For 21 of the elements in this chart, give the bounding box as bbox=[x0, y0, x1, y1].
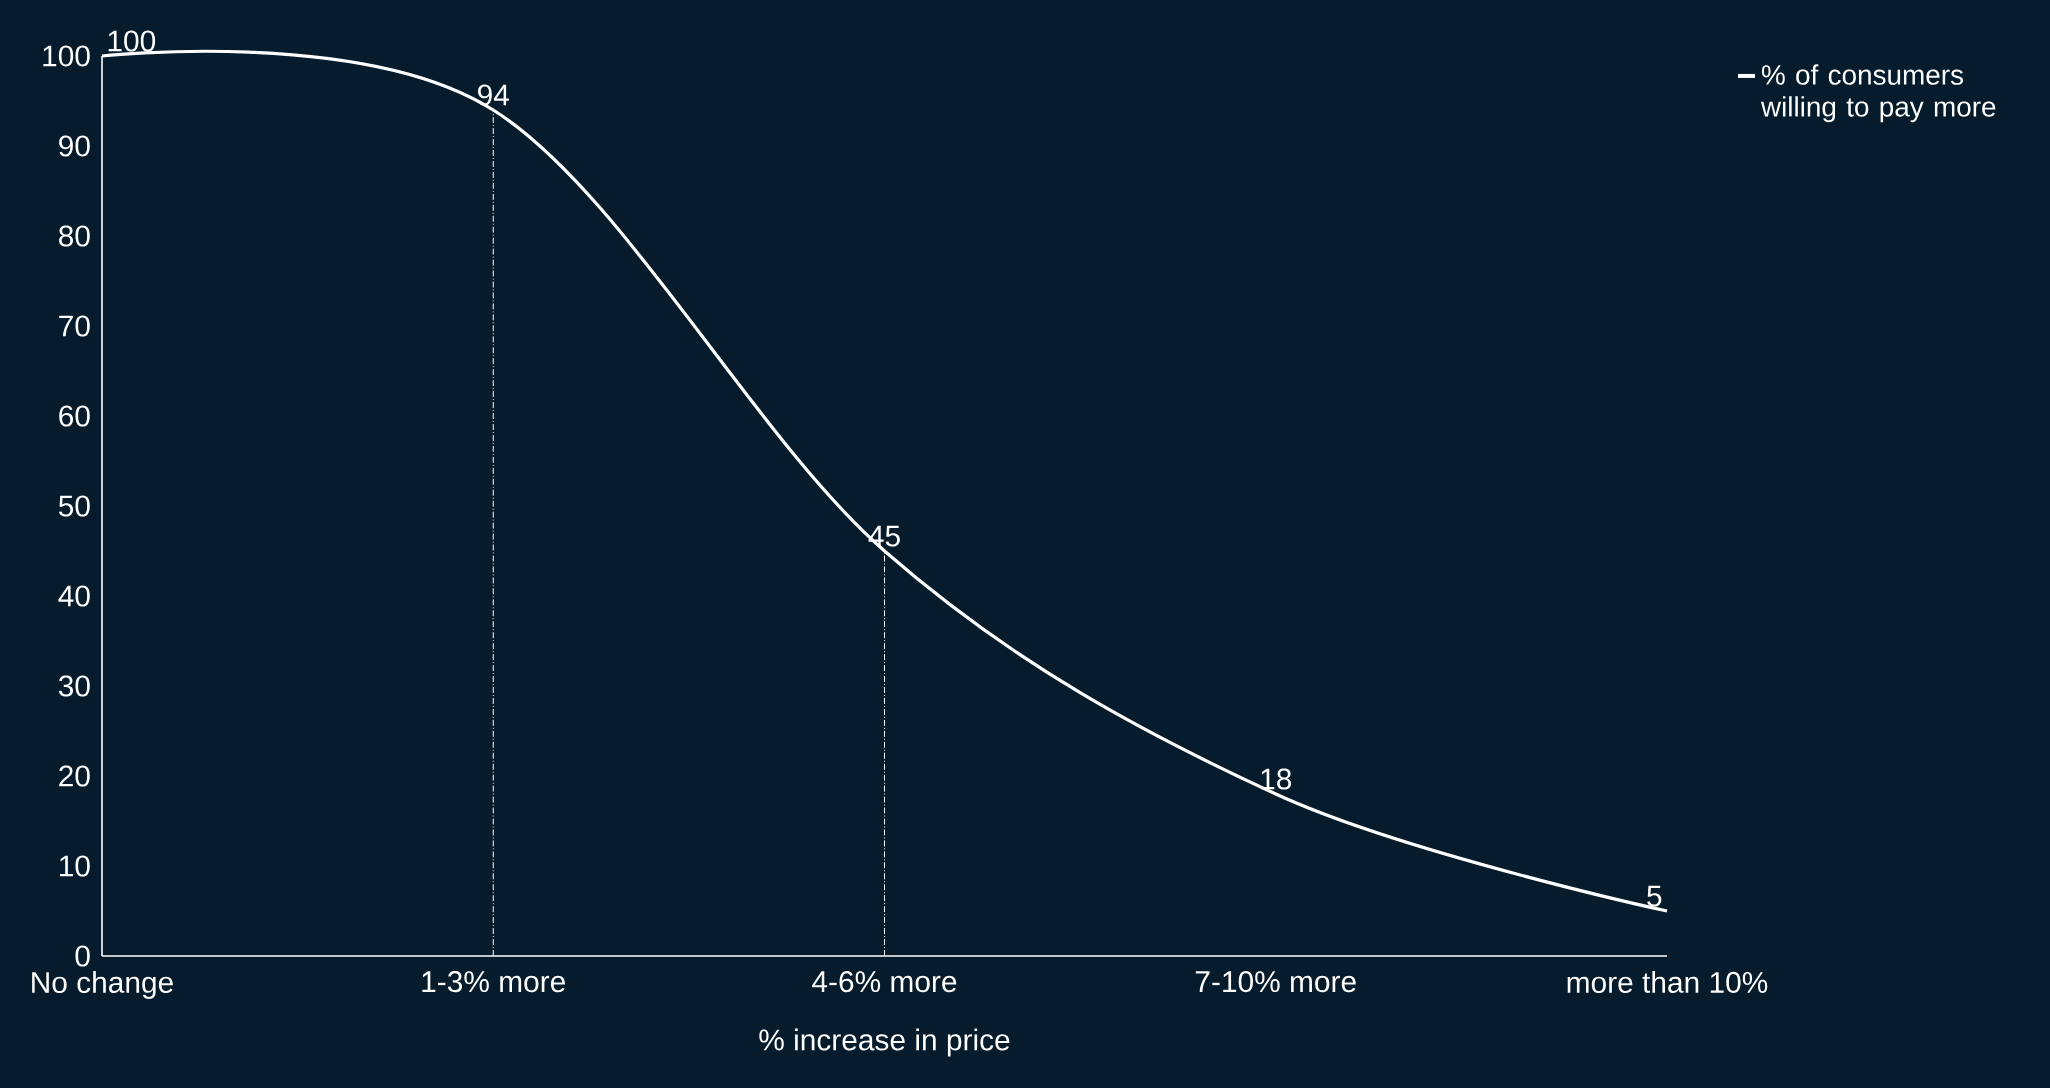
y-tick-label: 0 bbox=[75, 945, 90, 967]
legend-label: % of consumers willing to pay more bbox=[1760, 64, 1996, 123]
x-tick-label: 4-6% more bbox=[812, 971, 957, 993]
data-label: 5 bbox=[1647, 885, 1662, 907]
x-tick-label: No change bbox=[32, 971, 173, 999]
x-tick-label: 1-3% more bbox=[422, 971, 565, 993]
y-tick-label: 50 bbox=[58, 495, 90, 517]
y-tick-label: 80 bbox=[59, 225, 90, 247]
x-tick-label: more than 10% bbox=[1567, 971, 1768, 993]
y-tick-label: 30 bbox=[58, 675, 90, 697]
x-tick-label: 7-10% more bbox=[1195, 971, 1356, 993]
x-axis-title: % increase in price bbox=[759, 1028, 1010, 1057]
data-label: 18 bbox=[1261, 768, 1292, 790]
y-tick-label: 20 bbox=[59, 765, 90, 787]
y-tick-label: 60 bbox=[59, 405, 90, 427]
y-tick-label: 10 bbox=[60, 855, 90, 877]
y-tick-label: 70 bbox=[59, 315, 90, 337]
data-label: 100 bbox=[108, 30, 156, 52]
y-tick-label: 90 bbox=[59, 135, 90, 157]
y-tick-label: 40 bbox=[58, 585, 90, 607]
y-tick-label: 100 bbox=[43, 45, 90, 67]
